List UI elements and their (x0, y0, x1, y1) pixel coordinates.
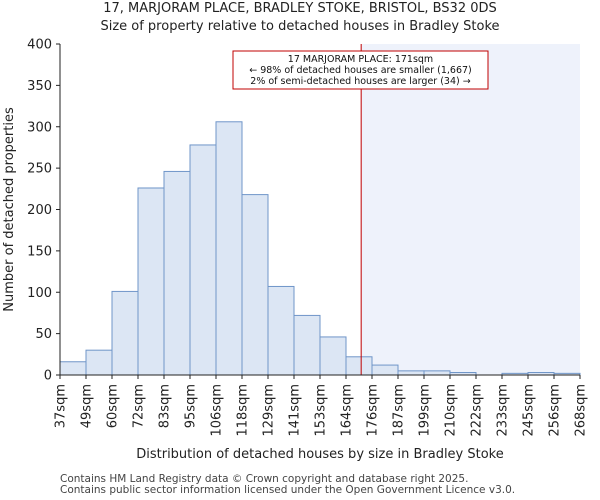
bar-199sqm (423, 370, 451, 376)
x-axis-label: Distribution of detached houses by size … (136, 447, 504, 462)
bar-153sqm (319, 336, 347, 376)
x-tick-label: 83sqm (158, 384, 173, 428)
x-tick-label: 37sqm (54, 384, 69, 428)
annotation-line-3: 2% of semi-detached houses are larger (3… (250, 76, 470, 87)
bar-118sqm (241, 194, 269, 376)
bar-95sqm (189, 144, 217, 376)
y-tick-label: 50 (35, 327, 52, 342)
bar-72sqm (137, 187, 165, 376)
bars-group (59, 121, 581, 376)
x-ticks: 37sqm 49sqm 60sqm 72sqm 83sqm 95sqm 106sqm 118s… (54, 375, 589, 437)
x-tick-label: 118sqm (236, 384, 251, 437)
chart-title: 17, MARJORAM PLACE, BRADLEY STOKE, BRIST… (103, 1, 497, 16)
bar-49sqm (85, 349, 113, 376)
y-tick-label: 100 (27, 286, 52, 301)
x-tick-label: 153sqm (314, 384, 329, 437)
x-tick-label: 256sqm (548, 384, 563, 437)
bar-164sqm (345, 356, 373, 376)
footer-line-2: Contains public sector information licen… (60, 484, 516, 496)
x-tick-label: 141sqm (288, 384, 303, 437)
bar-187sqm (397, 370, 425, 376)
bar-141sqm (293, 314, 321, 376)
annotation-line-1: 17 MARJORAM PLACE: 171sqm (288, 54, 433, 65)
x-tick-label: 233sqm (496, 384, 511, 437)
x-tick-label: 106sqm (210, 384, 225, 437)
x-tick-label: 49sqm (80, 384, 95, 428)
bar-106sqm (215, 121, 243, 376)
y-tick-label: 0 (44, 369, 52, 384)
y-axis-label: Number of detached properties (2, 107, 17, 312)
x-tick-label: 222sqm (470, 384, 485, 437)
bar-37sqm (59, 361, 87, 376)
y-tick-label: 350 (27, 79, 52, 94)
x-tick-label: 129sqm (262, 384, 277, 437)
x-tick-label: 187sqm (392, 384, 407, 437)
y-tick-label: 250 (27, 162, 52, 177)
x-tick-label: 199sqm (418, 384, 433, 437)
y-ticks: 0 50 100 150 200 250 300 350 400 (27, 38, 60, 384)
bar-60sqm (111, 290, 139, 376)
y-tick-label: 400 (27, 38, 52, 53)
bar-83sqm (163, 170, 191, 376)
footer-line-1: Contains HM Land Registry data © Crown c… (60, 473, 469, 485)
histogram-chart: 0 50 100 150 200 250 300 350 400 37sqm 49sqm 60sqm… (2, 38, 589, 463)
y-tick-label: 300 (27, 120, 52, 135)
x-tick-label: 164sqm (340, 384, 355, 437)
x-tick-label: 72sqm (132, 384, 147, 428)
y-tick-label: 150 (27, 244, 52, 259)
bar-176sqm (371, 364, 399, 376)
x-tick-label: 210sqm (444, 384, 459, 437)
x-tick-label: 268sqm (574, 384, 589, 437)
x-tick-label: 95sqm (184, 384, 199, 428)
larger-region-shade (361, 44, 580, 375)
annotation-box: 17 MARJORAM PLACE: 171sqm ← 98% of detac… (232, 50, 489, 90)
chart-subtitle: Size of property relative to detached ho… (100, 19, 500, 34)
x-tick-label: 60sqm (106, 384, 121, 428)
annotation-frame (232, 50, 489, 90)
annotation-line-2: ← 98% of detached houses are smaller (1,… (249, 65, 472, 76)
bar-129sqm (267, 285, 295, 376)
y-tick-label: 200 (27, 203, 52, 218)
x-tick-label: 176sqm (366, 384, 381, 437)
x-tick-label: 245sqm (522, 384, 537, 437)
